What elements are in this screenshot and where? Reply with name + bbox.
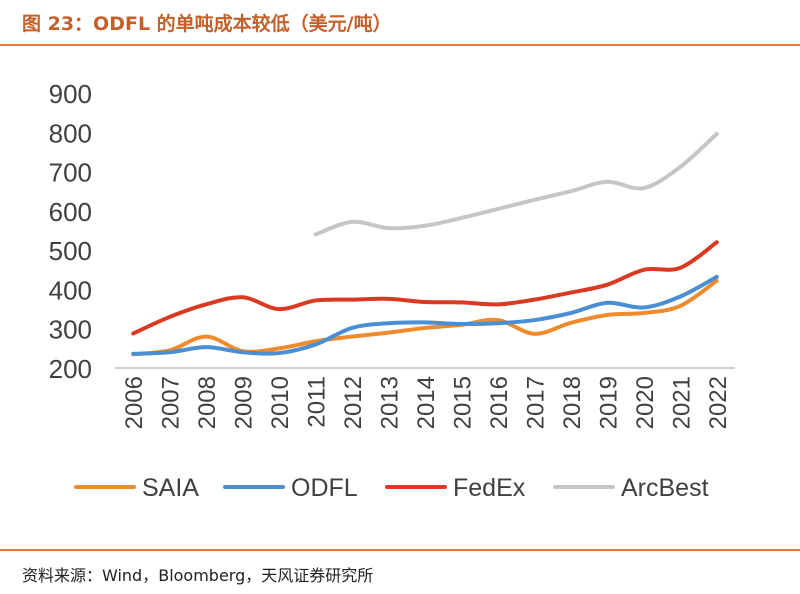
legend-label-fedex: FedEx (453, 474, 526, 502)
series-line-odfl (131, 274, 719, 356)
legend-label-arcbest: ArcBest (621, 474, 709, 502)
legend-label-saia: SAIA (142, 474, 199, 502)
x-tick-label: 2019 (595, 376, 622, 429)
x-tick-label: 2008 (194, 376, 221, 429)
y-axis-ticks: 200 300 400 500 600 700 800 900 (49, 79, 92, 384)
x-tick-label: 2020 (632, 376, 659, 429)
x-tick-label: 2012 (340, 376, 367, 429)
series-line-arcbest (313, 131, 719, 237)
series-line-fedex (131, 240, 719, 336)
y-tick-label: 700 (49, 158, 92, 188)
x-tick-label: 2014 (413, 376, 440, 429)
y-tick-label: 500 (49, 236, 92, 266)
x-axis-ticks: 2006 2007 2008 2009 2010 2011 2012 2013 2014 2015… (121, 376, 732, 429)
source-divider (0, 549, 800, 551)
x-tick-label: 2011 (304, 376, 331, 428)
x-tick-label: 2013 (377, 376, 404, 429)
y-tick-label: 900 (49, 79, 92, 109)
x-tick-label: 2006 (121, 376, 148, 429)
title-divider (0, 44, 800, 46)
chart-legend: SAIA ODFL FedEx ArcBest (74, 474, 709, 502)
x-tick-label: 2009 (231, 376, 258, 429)
legend-label-odfl: ODFL (291, 474, 358, 502)
y-tick-label: 200 (49, 354, 92, 384)
x-tick-label: 2016 (486, 376, 513, 429)
x-tick-label: 2015 (449, 376, 476, 429)
figure-title: 图 23：ODFL 的单吨成本较低（美元/吨） (22, 13, 392, 35)
source-note: 资料来源：Wind，Bloomberg，天风证券研究所 (22, 566, 374, 585)
y-tick-label: 800 (49, 118, 92, 148)
x-tick-label: 2021 (668, 376, 695, 429)
y-tick-label: 400 (49, 275, 92, 305)
series-lines (131, 131, 719, 357)
x-tick-label: 2018 (559, 376, 586, 429)
x-tick-label: 2010 (267, 376, 294, 429)
x-tick-label: 2017 (522, 376, 549, 429)
x-tick-label: 2022 (705, 376, 732, 429)
y-tick-label: 300 (49, 315, 92, 345)
x-tick-label: 2007 (158, 376, 185, 429)
series-line-saia (131, 278, 719, 357)
y-tick-label: 600 (49, 197, 92, 227)
